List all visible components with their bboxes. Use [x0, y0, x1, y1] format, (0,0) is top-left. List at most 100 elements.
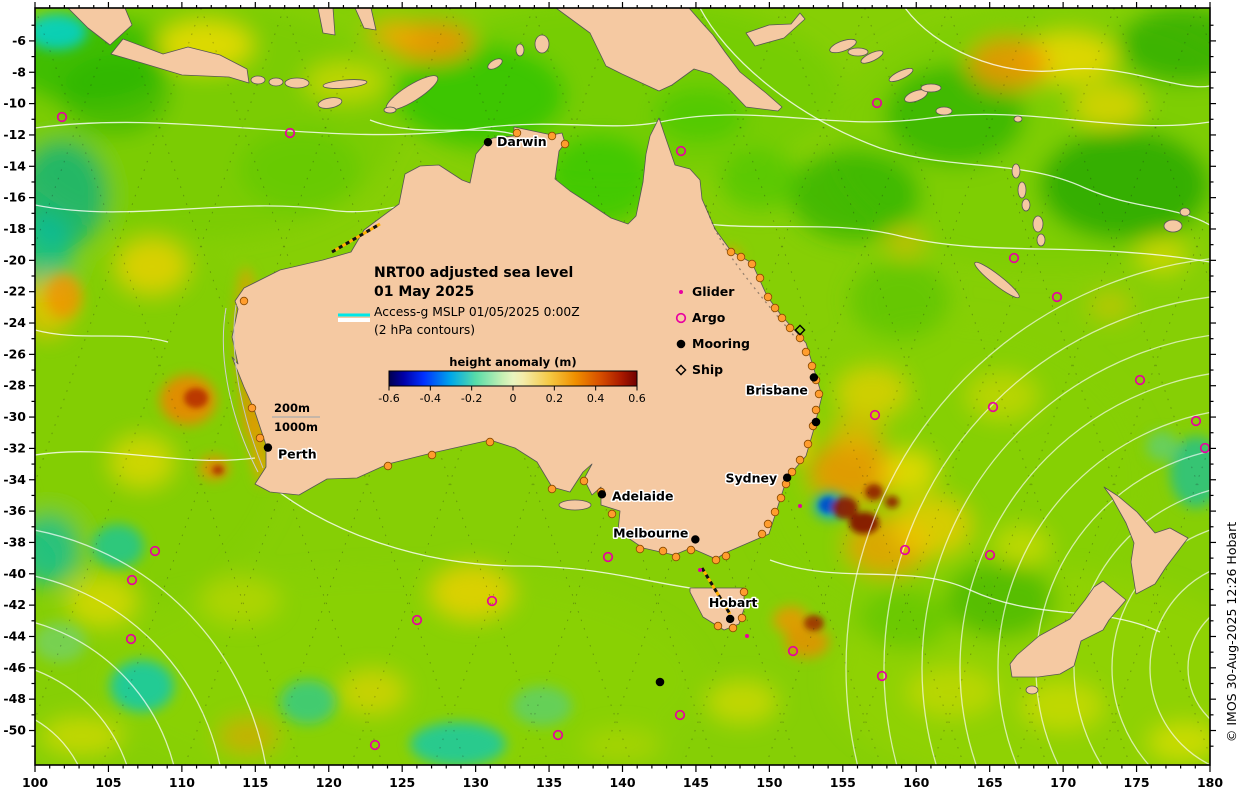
- y-tick-label: -46: [3, 660, 26, 675]
- y-tick-label: -48: [3, 691, 26, 706]
- x-tick-label: 145: [683, 775, 709, 790]
- coastal-mooring-icon: [635, 544, 645, 554]
- argo-icon: [787, 645, 799, 657]
- x-tick-label: 160: [903, 775, 929, 790]
- colorbar-tick-label: 0.6: [628, 392, 646, 405]
- glider-icon: [679, 290, 683, 294]
- y-tick-label: -24: [3, 315, 26, 330]
- argo-icon: [876, 670, 888, 682]
- anomaly-field-cores: [184, 388, 899, 631]
- city-label-darwin: Darwin: [497, 134, 547, 149]
- nz-south-island: [1009, 580, 1127, 678]
- coastal-mooring-icon: [671, 552, 681, 562]
- x-tick-label: 135: [536, 775, 562, 790]
- glider-icon: [745, 634, 749, 638]
- city-dot-hobart: [725, 614, 735, 624]
- argo-icon: [987, 401, 999, 413]
- x-tick-label: 180: [1197, 775, 1223, 790]
- y-tick-label: -10: [3, 96, 26, 111]
- bathy-label-200m: 200m: [274, 401, 310, 415]
- city-dot-darwin: [483, 137, 493, 147]
- coastal-mooring-icon: [763, 292, 773, 302]
- coastal-mooring-icon: [737, 613, 747, 623]
- y-tick-label: -12: [3, 127, 26, 142]
- platform-markers: [56, 97, 1210, 751]
- city-label-perth: Perth: [278, 447, 317, 462]
- x-tick-label: 115: [242, 775, 268, 790]
- argo-icon: [1190, 415, 1202, 427]
- x-tick-label: 175: [1124, 775, 1150, 790]
- city-dot-adelaide: [597, 490, 607, 499]
- argo-icon: [284, 127, 296, 139]
- argo-icon: [1051, 291, 1063, 303]
- coastal-mooring-icon: [747, 259, 757, 269]
- coastal-mooring-icon: [255, 433, 265, 443]
- coastal-mooring-icon: [757, 529, 767, 539]
- argo-icon: [125, 633, 137, 645]
- y-tick-label: -32: [3, 440, 26, 455]
- y-tick-label: -30: [3, 409, 26, 424]
- x-tick-label: 150: [756, 775, 782, 790]
- argo-icon: [1134, 374, 1146, 386]
- city-dot-brisbane: [809, 373, 819, 382]
- y-tick-label: -20: [3, 252, 26, 267]
- mooring-transect-lines: [331, 222, 732, 615]
- colorbar-tick-label: -0.4: [420, 392, 441, 405]
- argo-icon: [1008, 252, 1020, 264]
- coastal-mooring-icon: [811, 405, 821, 415]
- city-label-melbourne: Melbourne: [613, 525, 688, 540]
- argo-icon: [674, 709, 686, 721]
- y-tick-label: -44: [3, 628, 26, 643]
- x-tick-label: 140: [609, 775, 635, 790]
- legend: Glider Argo Mooring Ship: [675, 284, 750, 377]
- coastal-mooring-icon: [686, 545, 696, 555]
- x-tick-label: 120: [316, 775, 342, 790]
- new-britain-island: [745, 12, 806, 47]
- y-tick-label: -40: [3, 566, 26, 581]
- coastal-mooring-icon: [776, 493, 786, 503]
- y-tick-label: -34: [3, 472, 26, 487]
- colorbar-tick-label: 0.2: [546, 392, 564, 405]
- x-tick-label: 165: [977, 775, 1003, 790]
- y-tick-label: -28: [3, 378, 26, 393]
- x-tick-label: 130: [463, 775, 489, 790]
- y-tick-label: -8: [12, 64, 26, 79]
- axes: 100 105 110 115 120 125 130 135 140 145 150 155 160 1…: [3, 2, 1223, 790]
- argo-icon: [984, 549, 996, 561]
- coastal-mooring-icon: [547, 131, 557, 141]
- coastal-mooring-icon: [711, 555, 721, 565]
- mooring-icon: [676, 339, 686, 349]
- coastal-mooring-icon: [807, 361, 817, 371]
- coastal-mooring-icon: [485, 437, 495, 447]
- coastal-mooring-icon: [770, 507, 780, 517]
- x-tick-label: 105: [95, 775, 121, 790]
- coastal-mooring-icon: [427, 450, 437, 460]
- maluku-islands: [487, 34, 550, 70]
- mslp-label-line2: (2 hPa contours): [374, 323, 475, 337]
- glider-icon: [798, 504, 802, 508]
- y-tick-label: -6: [12, 33, 26, 48]
- y-tick-label: -26: [3, 346, 26, 361]
- argo-icon: [871, 97, 883, 109]
- city-label-sydney: Sydney: [726, 471, 778, 486]
- y-tick-label: -50: [3, 723, 26, 738]
- stewart-island: [1025, 685, 1039, 695]
- city-label-brisbane: Brisbane: [746, 382, 808, 397]
- x-tick-label: 170: [1050, 775, 1076, 790]
- coastal-mooring-icon: [658, 546, 668, 556]
- coastal-mooring-icon: [713, 621, 723, 631]
- sulawesi-arms: [317, 8, 377, 36]
- argo-icon: [552, 729, 564, 741]
- coastal-mooring-icon: [560, 139, 570, 149]
- coastal-mooring-icon: [741, 599, 751, 609]
- x-tick-label: 155: [830, 775, 856, 790]
- copyright-text: © IMOS 30-Aug-2025 12:26 Hobart: [1224, 522, 1239, 742]
- landmasses: [67, 8, 1191, 695]
- mslp-label-line1: Access-g MSLP 01/05/2025 0:00Z: [374, 305, 580, 319]
- argo-icon: [126, 574, 138, 586]
- legend-label-ship: Ship: [692, 362, 723, 377]
- legend-label-glider: Glider: [692, 284, 735, 299]
- y-tick-label: -22: [3, 284, 26, 299]
